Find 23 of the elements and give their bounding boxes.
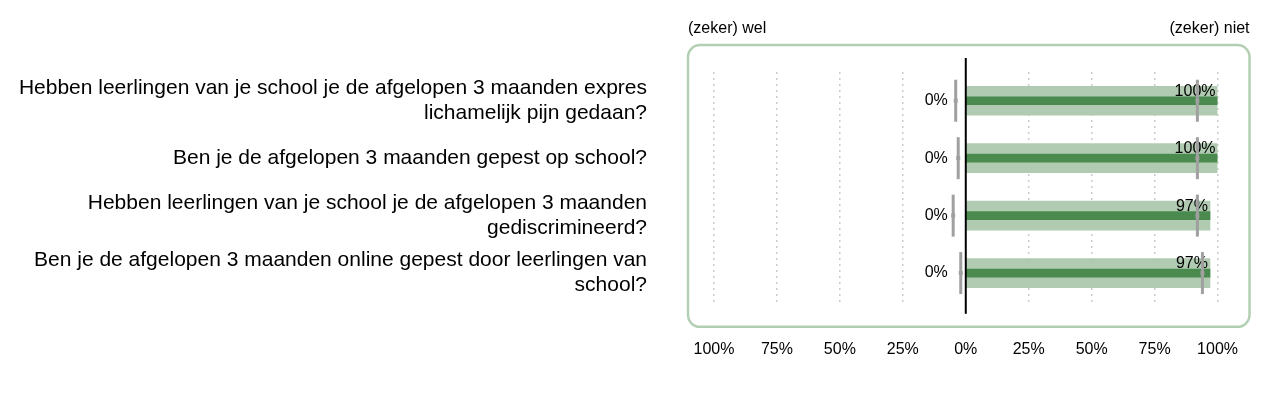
y-tick-label: Hebben leerlingen van je school je de afgelopen 3 maanden gediscrimineerd? [87,189,647,239]
x-tick-label: 25% [1012,339,1045,357]
x-tick-label: 100% [1197,339,1238,357]
data-label: 100% [1174,139,1216,157]
x-tick-label: 75% [760,339,793,357]
data-label: 100% [1174,81,1216,99]
data-label: 0% [924,148,948,166]
x-tick-label: 0% [954,339,978,357]
data-label: 0% [924,206,948,224]
data-label: 97% [1175,254,1208,272]
x-tick-label: 50% [823,339,856,357]
data-label: 0% [924,263,948,281]
data-label: 97% [1175,196,1208,214]
y-tick-label: Hebben leerlingen van je school je de afgelopen 3 maanden expres lichamelijk pijn gedaan? [18,74,647,124]
x-tick-label: 50% [1075,339,1108,357]
data-label: 0% [924,91,948,109]
x-tick-label: 75% [1138,339,1171,357]
x-tick-label: 100% [693,339,735,357]
text: (zeker) niet [1169,19,1251,37]
text: (zeker) wel [688,19,767,37]
y-tick-label: Ben je de afgelopen 3 maanden online gepest door leerlingen van school? [34,247,647,296]
x-tick-label: 25% [886,339,919,357]
y-tick-label: Ben je de afgelopen 3 maanden gepest op school? [172,144,647,168]
